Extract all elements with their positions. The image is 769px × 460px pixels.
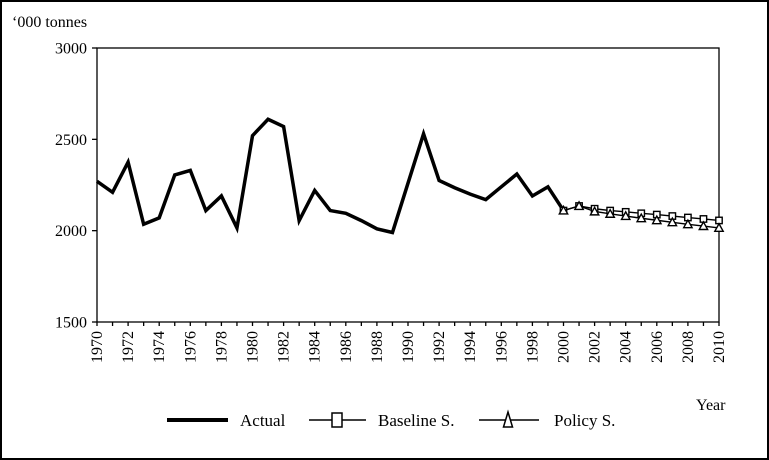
x-axis-tick-label: 2000 <box>556 331 573 363</box>
marker-triangle <box>573 200 585 211</box>
legend-baseline-label: Baseline S. <box>378 411 455 430</box>
x-axis-tick-label: 1976 <box>182 331 199 363</box>
x-axis-tick-label: 1972 <box>120 331 137 363</box>
y-axis-tick-label: 3000 <box>55 41 87 58</box>
legend-square-marker <box>331 412 343 428</box>
x-axis-tick-label: 1988 <box>369 331 386 363</box>
marker-triangle <box>698 220 709 231</box>
x-axis-tick-label: 1980 <box>245 331 262 363</box>
marker-triangle <box>651 214 663 225</box>
marker-triangle <box>604 208 616 218</box>
x-axis-tick-label: 2004 <box>618 331 635 363</box>
y-axis-tick-label: 1500 <box>55 315 87 332</box>
marker-triangle <box>589 205 600 216</box>
marker-triangle <box>558 204 569 215</box>
x-axis-tick-label: 1978 <box>213 331 230 363</box>
y-axis-tick-label: 2000 <box>55 223 87 240</box>
series-line-actual <box>95 117 565 235</box>
y-axis-unit-label: ‘000 tonnes <box>12 14 87 31</box>
x-axis-tick-label: 1990 <box>400 331 417 363</box>
marker-triangle <box>713 222 725 233</box>
x-axis-tick-label: 1982 <box>276 331 293 363</box>
x-axis-tick-label: 1986 <box>338 331 355 363</box>
legend-policy-label: Policy S. <box>554 411 615 430</box>
x-axis-tick-label: 1970 <box>89 331 106 363</box>
x-axis-tick-label: 2010 <box>711 331 728 363</box>
x-axis-tick-label: 2002 <box>587 331 604 363</box>
x-axis-tick-label: 1994 <box>462 331 479 363</box>
x-axis-tick-label: 2006 <box>649 331 666 363</box>
legend-actual-label: Actual <box>240 411 286 430</box>
legend-triangle-marker <box>502 409 514 428</box>
x-axis-tick-label: 1992 <box>431 331 448 363</box>
y-axis-tick-label: 2500 <box>55 132 87 149</box>
marker-triangle <box>635 212 647 223</box>
legend: Actual Baseline S. Policy S. <box>167 409 615 430</box>
x-axis-tick-label: 1998 <box>524 331 541 363</box>
marker-triangle <box>666 216 678 227</box>
x-axis-tick-label: 1996 <box>493 331 510 363</box>
marker-triangle <box>682 218 694 229</box>
marker-triangle <box>620 210 632 221</box>
x-axis-tick-label: 1974 <box>151 331 168 363</box>
x-axis-title: Year <box>696 397 726 414</box>
x-axis-tick-label: 2008 <box>680 331 697 363</box>
x-axis-tick-label: 1984 <box>307 331 324 363</box>
